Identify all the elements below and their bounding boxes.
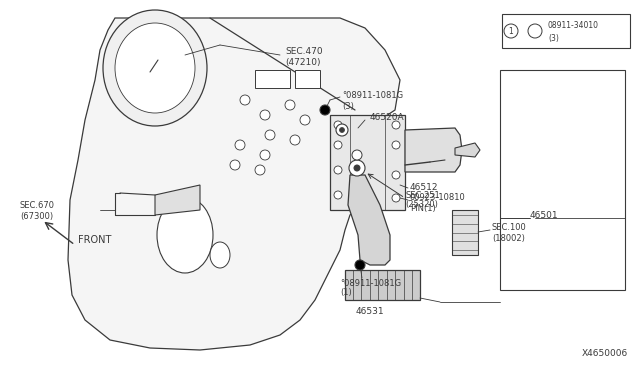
Text: °08911-1081G: °08911-1081G	[340, 279, 401, 288]
Ellipse shape	[392, 171, 400, 179]
Text: (3): (3)	[342, 103, 354, 112]
Text: FRONT: FRONT	[78, 235, 111, 245]
Polygon shape	[348, 175, 390, 265]
Circle shape	[528, 24, 542, 38]
Ellipse shape	[115, 23, 195, 113]
Ellipse shape	[265, 130, 275, 140]
Ellipse shape	[334, 166, 342, 174]
Circle shape	[354, 165, 360, 171]
Text: (25320): (25320)	[405, 201, 438, 209]
Polygon shape	[255, 70, 290, 88]
Text: 00923-10810: 00923-10810	[410, 193, 466, 202]
Text: SEC.670: SEC.670	[20, 202, 55, 211]
Circle shape	[336, 124, 348, 136]
Ellipse shape	[392, 194, 400, 202]
Polygon shape	[155, 185, 200, 215]
Ellipse shape	[300, 115, 310, 125]
Text: 1: 1	[509, 26, 513, 35]
Polygon shape	[295, 70, 320, 88]
Text: X4650006: X4650006	[582, 349, 628, 358]
Text: (67300): (67300)	[20, 212, 53, 221]
Text: 46520A: 46520A	[370, 113, 404, 122]
Polygon shape	[345, 270, 420, 300]
Polygon shape	[330, 115, 405, 210]
Text: SEC.470: SEC.470	[285, 48, 323, 57]
Ellipse shape	[230, 160, 240, 170]
Polygon shape	[68, 18, 400, 350]
Ellipse shape	[290, 135, 300, 145]
Ellipse shape	[392, 141, 400, 149]
Ellipse shape	[240, 95, 250, 105]
Ellipse shape	[334, 141, 342, 149]
Ellipse shape	[334, 121, 342, 129]
Ellipse shape	[103, 10, 207, 126]
Circle shape	[320, 105, 330, 115]
Ellipse shape	[285, 100, 295, 110]
Ellipse shape	[334, 191, 342, 199]
Bar	[500, 70, 625, 290]
Text: (3): (3)	[548, 33, 559, 42]
Circle shape	[504, 24, 518, 38]
Ellipse shape	[260, 110, 270, 120]
Bar	[502, 14, 630, 48]
Text: (18002): (18002)	[492, 234, 525, 243]
Text: °08911-1081G: °08911-1081G	[342, 92, 403, 100]
Polygon shape	[452, 210, 478, 255]
Text: (47210): (47210)	[285, 58, 321, 67]
Text: SEC.100: SEC.100	[492, 224, 527, 232]
Ellipse shape	[260, 150, 270, 160]
Circle shape	[355, 260, 365, 270]
Polygon shape	[455, 143, 480, 157]
Text: 46501: 46501	[530, 211, 559, 219]
Ellipse shape	[235, 140, 245, 150]
Text: 46512: 46512	[410, 183, 438, 192]
Text: 46531: 46531	[356, 308, 385, 317]
Circle shape	[349, 160, 365, 176]
Ellipse shape	[210, 242, 230, 268]
Text: 08911-34010: 08911-34010	[548, 20, 599, 29]
Text: (1): (1)	[340, 289, 352, 298]
Circle shape	[339, 128, 344, 132]
Polygon shape	[405, 128, 462, 172]
Circle shape	[352, 150, 362, 160]
Ellipse shape	[255, 165, 265, 175]
Text: PIN(1): PIN(1)	[410, 203, 436, 212]
Text: SEC.251: SEC.251	[405, 190, 440, 199]
Ellipse shape	[157, 197, 213, 273]
Ellipse shape	[392, 121, 400, 129]
